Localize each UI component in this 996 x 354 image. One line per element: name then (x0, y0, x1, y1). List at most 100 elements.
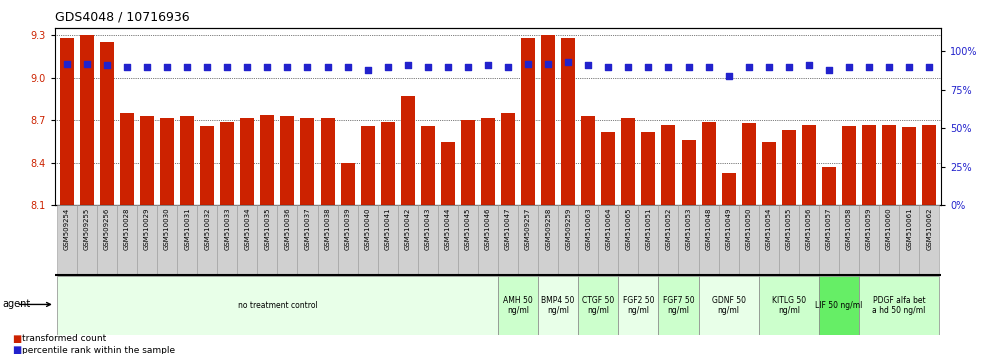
Bar (819, 205, 839, 274)
Text: GSM510040: GSM510040 (365, 207, 371, 250)
Point (601, 64, 617, 70)
Bar (839, 205, 859, 274)
Bar (498, 276, 538, 335)
Bar (879, 205, 899, 274)
Bar (240, 118, 254, 205)
Text: percentile rank within the sample: percentile rank within the sample (22, 346, 175, 354)
Bar (301, 118, 315, 205)
Text: GSM510053: GSM510053 (685, 207, 691, 250)
Bar (681, 140, 695, 205)
Bar (698, 205, 718, 274)
Bar (157, 205, 177, 274)
Bar (582, 116, 596, 205)
Text: KITLG 50
ng/ml: KITLG 50 ng/ml (772, 296, 806, 315)
Text: GSM510031: GSM510031 (184, 207, 190, 250)
Bar (799, 205, 819, 274)
Bar (782, 130, 796, 205)
Text: GDNF 50
ng/ml: GDNF 50 ng/ml (711, 296, 746, 315)
Bar (762, 142, 776, 205)
Bar (538, 276, 579, 335)
Point (59, 61, 75, 67)
Text: GSM510054: GSM510054 (766, 207, 772, 250)
Bar (397, 205, 417, 274)
Bar (561, 38, 576, 205)
Text: ■: ■ (12, 346, 21, 354)
Bar (380, 122, 394, 205)
Point (540, 61, 556, 67)
Text: FGF2 50
ng/ml: FGF2 50 ng/ml (622, 296, 654, 315)
Bar (217, 205, 237, 274)
Point (581, 62, 597, 68)
Point (360, 67, 375, 73)
Bar (579, 205, 599, 274)
Text: ■: ■ (12, 334, 21, 344)
Text: GSM509258: GSM509258 (545, 207, 551, 250)
Bar (220, 122, 234, 205)
Bar (361, 126, 374, 205)
Bar (160, 118, 174, 205)
Text: GSM510057: GSM510057 (826, 207, 832, 250)
Bar (538, 205, 558, 274)
Bar (200, 126, 214, 205)
Text: GSM510051: GSM510051 (645, 207, 651, 250)
Bar (602, 132, 616, 205)
Bar (341, 163, 355, 205)
Point (199, 64, 215, 70)
Point (239, 64, 255, 70)
Text: GSM510058: GSM510058 (846, 207, 852, 250)
Point (399, 62, 415, 68)
Text: GSM510037: GSM510037 (305, 207, 311, 250)
Text: GSM510065: GSM510065 (625, 207, 631, 250)
Text: GSM510055: GSM510055 (786, 207, 792, 250)
Bar (501, 113, 515, 205)
Bar (859, 276, 939, 335)
Text: GSM510029: GSM510029 (144, 207, 150, 250)
Point (621, 64, 636, 70)
Bar (579, 276, 619, 335)
Text: GSM510038: GSM510038 (325, 207, 331, 250)
Bar (97, 205, 117, 274)
Text: GSM510032: GSM510032 (204, 207, 210, 250)
Bar (438, 205, 458, 274)
Text: GSM510052: GSM510052 (665, 207, 671, 250)
Bar (899, 205, 919, 274)
Bar (658, 276, 698, 335)
Text: GSM510056: GSM510056 (806, 207, 812, 250)
Text: GSM510060: GSM510060 (886, 207, 892, 250)
Bar (140, 116, 154, 205)
Bar (678, 205, 698, 274)
Text: AMH 50
ng/ml: AMH 50 ng/ml (503, 296, 533, 315)
Bar (420, 126, 435, 205)
Point (139, 64, 155, 70)
Text: GSM510050: GSM510050 (746, 207, 752, 250)
Bar (237, 205, 257, 274)
Point (119, 64, 134, 70)
Bar (498, 205, 518, 274)
Bar (619, 276, 658, 335)
Point (480, 62, 496, 68)
Point (320, 64, 336, 70)
Bar (862, 125, 876, 205)
Point (721, 73, 737, 79)
Bar (281, 116, 295, 205)
Point (660, 64, 676, 70)
Bar (919, 205, 939, 274)
Bar (57, 276, 498, 335)
Text: PDGF alfa bet
a hd 50 ng/ml: PDGF alfa bet a hd 50 ng/ml (872, 296, 926, 315)
Text: GSM510059: GSM510059 (866, 207, 872, 250)
Bar (742, 123, 756, 205)
Text: GSM510034: GSM510034 (244, 207, 250, 250)
Point (280, 64, 296, 70)
Point (440, 64, 456, 70)
Bar (718, 205, 739, 274)
Bar (278, 205, 298, 274)
Text: GSM510036: GSM510036 (285, 207, 291, 250)
Bar (338, 205, 358, 274)
Bar (321, 118, 335, 205)
Text: no treatment control: no treatment control (237, 301, 318, 310)
Bar (60, 38, 74, 205)
Point (159, 64, 175, 70)
Text: GSM510039: GSM510039 (345, 207, 351, 250)
Text: GSM510048: GSM510048 (705, 207, 711, 250)
Bar (177, 205, 197, 274)
